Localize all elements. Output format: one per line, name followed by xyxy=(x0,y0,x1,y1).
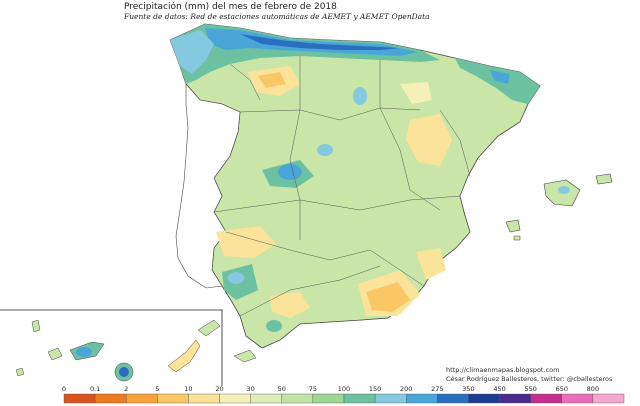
legend-tick-label: 5 xyxy=(155,385,159,393)
legend-swatch xyxy=(312,393,345,404)
legend-tick-label: 50 xyxy=(278,385,286,393)
legend-tick-label: 150 xyxy=(369,385,381,393)
legend-tick-label: 0.1 xyxy=(90,385,100,393)
legend-swatch xyxy=(126,393,158,404)
legend-swatch xyxy=(219,393,251,404)
legend-tick-label: 75 xyxy=(309,385,317,393)
legend-swatch xyxy=(157,393,189,404)
credits: http://climaenmapas.blogspot.com César R… xyxy=(446,366,612,383)
legend-tick-label: 550 xyxy=(524,385,536,393)
legend-swatch xyxy=(406,393,438,404)
legend-tick-label: 450 xyxy=(493,385,505,393)
legend-tick-label: 20 xyxy=(215,385,223,393)
legend-swatch xyxy=(592,393,625,404)
legend-swatch xyxy=(437,393,469,404)
legend-tick-label: 650 xyxy=(556,385,568,393)
map-title: Precipitación (mm) del mes de febrero de… xyxy=(124,2,337,12)
legend-tick-label: 30 xyxy=(247,385,255,393)
legend-tick-label: 2 xyxy=(124,385,128,393)
blog-url: http://climaenmapas.blogspot.com xyxy=(446,366,560,374)
legend-swatch xyxy=(63,393,96,404)
legend-tick-label: 350 xyxy=(462,385,474,393)
legend-swatch xyxy=(561,393,594,404)
legend-swatch xyxy=(188,393,220,404)
legend-swatch xyxy=(281,393,314,404)
legend-tick-label: 10 xyxy=(184,385,192,393)
legend-swatch xyxy=(250,393,282,404)
legend-swatch xyxy=(468,393,500,404)
legend-swatch xyxy=(343,393,376,404)
legend-tick-label: 0 xyxy=(62,385,66,393)
legend-swatch xyxy=(374,393,407,404)
legend-swatch xyxy=(94,393,127,404)
legend-tick-label: 800 xyxy=(587,385,599,393)
author-credit: César Rodríguez Ballesteros, twitter: @c… xyxy=(446,374,613,383)
legend-swatch xyxy=(499,393,531,404)
legend-tick-label: 200 xyxy=(400,385,412,393)
balearic-islands xyxy=(505,173,613,241)
data-source-caption: Fuente de datos: Red de estaciones autom… xyxy=(124,12,430,21)
legend-tick-label: 275 xyxy=(431,385,443,393)
legend-swatch xyxy=(530,393,562,404)
iberian-peninsula xyxy=(169,23,541,349)
legend-tick-label: 100 xyxy=(338,385,350,393)
canary-islands-inset xyxy=(0,309,223,386)
